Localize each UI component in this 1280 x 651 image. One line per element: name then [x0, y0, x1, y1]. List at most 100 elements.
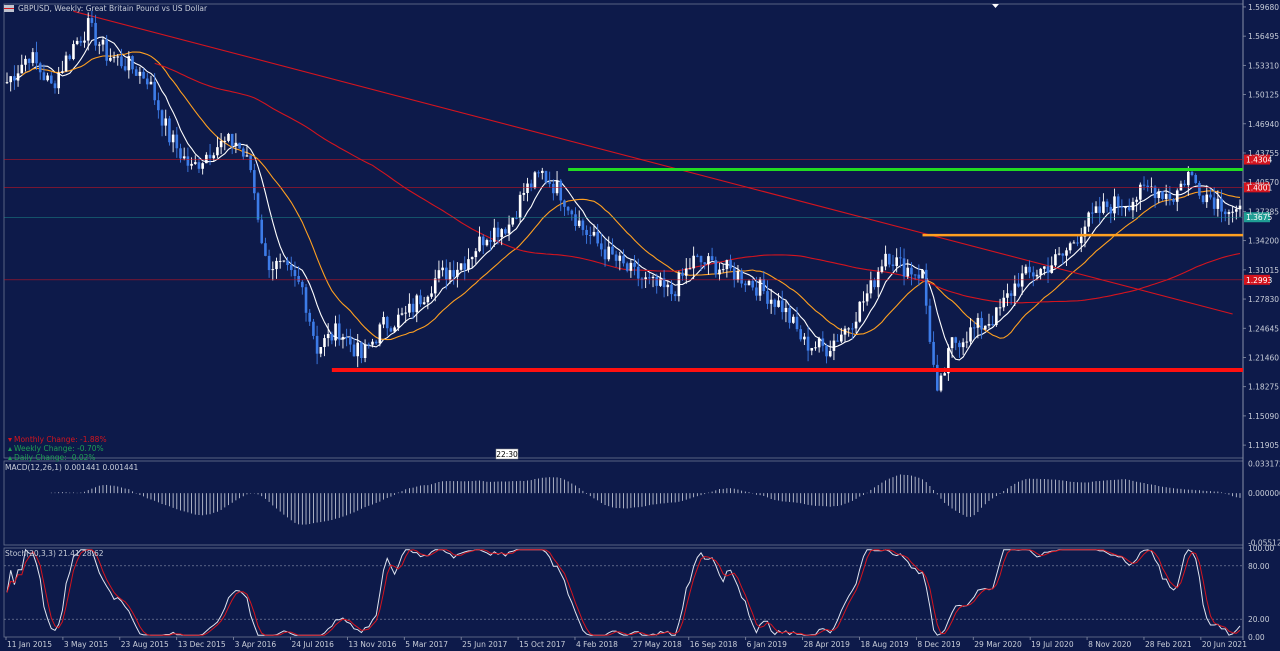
candle-body — [928, 305, 932, 342]
x-tick-label: 5 Mar 2017 — [405, 640, 448, 649]
candle-body — [865, 293, 869, 302]
candle-body — [389, 328, 393, 332]
candle-body — [1046, 266, 1050, 273]
candle-body — [1087, 212, 1090, 227]
candle-body — [411, 303, 415, 313]
candle-body — [740, 270, 743, 284]
candle-body — [891, 264, 895, 267]
candle-body — [1194, 175, 1198, 184]
candle-body — [1142, 184, 1146, 186]
y-tick-label: 1.46940 — [1248, 120, 1279, 129]
candle-body — [426, 296, 430, 303]
candle-body — [810, 348, 814, 351]
candle-body — [585, 229, 588, 236]
candle-body — [352, 344, 356, 357]
candle-body — [629, 262, 633, 271]
stoch-tick-label: 80.00 — [1248, 562, 1270, 571]
candle-body — [703, 262, 707, 265]
candle-body — [481, 236, 485, 246]
candle-body — [134, 69, 138, 76]
candle-body — [356, 342, 360, 357]
candle-body — [648, 277, 651, 279]
candle-body — [828, 350, 832, 357]
candle-body — [917, 274, 921, 279]
candle-body — [97, 44, 101, 46]
x-tick-label: 8 Nov 2020 — [1088, 640, 1131, 649]
candle-body — [301, 281, 304, 288]
candle-body — [138, 71, 142, 76]
candle-body — [732, 268, 736, 281]
candle-body — [588, 235, 592, 237]
candle-body — [234, 142, 238, 146]
candle-body — [478, 236, 481, 252]
candle-body — [57, 72, 60, 89]
candle-body — [345, 337, 348, 339]
candle-body — [1220, 198, 1223, 212]
x-tick-label: 23 Aug 2015 — [121, 640, 169, 649]
candle-body — [319, 347, 323, 354]
candle-body — [216, 147, 219, 156]
candle-body — [718, 269, 721, 275]
candle-body — [707, 256, 710, 265]
candle-body — [939, 375, 943, 391]
grid-layer — [3, 0, 1244, 640]
x-tick-label: 24 Jul 2016 — [291, 640, 334, 649]
candle-body — [437, 270, 441, 279]
candle-body — [836, 340, 839, 342]
candle-body — [49, 75, 53, 84]
candle-body — [611, 246, 614, 255]
candle-body — [1072, 242, 1076, 244]
x-tick-label: 3 Apr 2016 — [235, 640, 277, 649]
candle-body — [969, 327, 972, 342]
candle-body — [382, 317, 385, 325]
candle-body — [799, 329, 802, 340]
candle-body — [94, 22, 97, 46]
candle-body — [983, 325, 987, 330]
candle-body — [42, 72, 46, 81]
candle-body — [79, 40, 83, 43]
candle-body — [991, 324, 994, 326]
candle-body — [1054, 254, 1057, 266]
candle-body — [1057, 253, 1061, 255]
candle-body — [566, 206, 570, 211]
candle-body — [190, 163, 193, 166]
y-tick-label: 1.34200 — [1248, 237, 1279, 246]
candle-body — [363, 344, 367, 358]
candle-body — [227, 133, 230, 141]
candle-body — [201, 163, 204, 169]
candle-body — [205, 154, 208, 164]
candle-body — [1035, 274, 1039, 277]
chart-shift-marker[interactable] — [992, 4, 999, 8]
candle-body — [847, 328, 850, 330]
candle-body — [1109, 206, 1113, 214]
price-tag-label: 1.3675 — [1246, 213, 1272, 222]
candle-body — [175, 134, 179, 149]
x-tick-label: 19 Jul 2020 — [1031, 640, 1074, 649]
candle-body — [1043, 266, 1046, 269]
candle-body — [696, 255, 699, 257]
candle-body — [618, 255, 622, 261]
macd-tick-label: 0.033172 — [1248, 460, 1280, 469]
candle-body — [972, 327, 976, 329]
candle-body — [574, 214, 577, 226]
candle-body — [858, 301, 862, 322]
candle-body — [456, 269, 459, 277]
x-tick-label: 15 Oct 2017 — [519, 640, 566, 649]
y-tick-label: 1.18275 — [1248, 383, 1279, 392]
price-tag-label: 1.4304 — [1246, 156, 1272, 165]
candle-body — [714, 260, 718, 275]
candle-body — [515, 217, 518, 219]
candle-body — [485, 240, 489, 246]
candle-body — [1094, 206, 1098, 213]
candle-body — [873, 280, 876, 288]
y-tick-label: 1.15090 — [1248, 412, 1279, 421]
candle-body — [995, 307, 998, 326]
candle-body — [68, 55, 72, 60]
x-tick-label: 28 Apr 2019 — [804, 640, 851, 649]
candle-body — [408, 303, 411, 313]
candle-body — [744, 283, 747, 286]
candle-body — [492, 227, 496, 242]
candle-body — [496, 227, 500, 238]
candle-body — [884, 253, 887, 267]
